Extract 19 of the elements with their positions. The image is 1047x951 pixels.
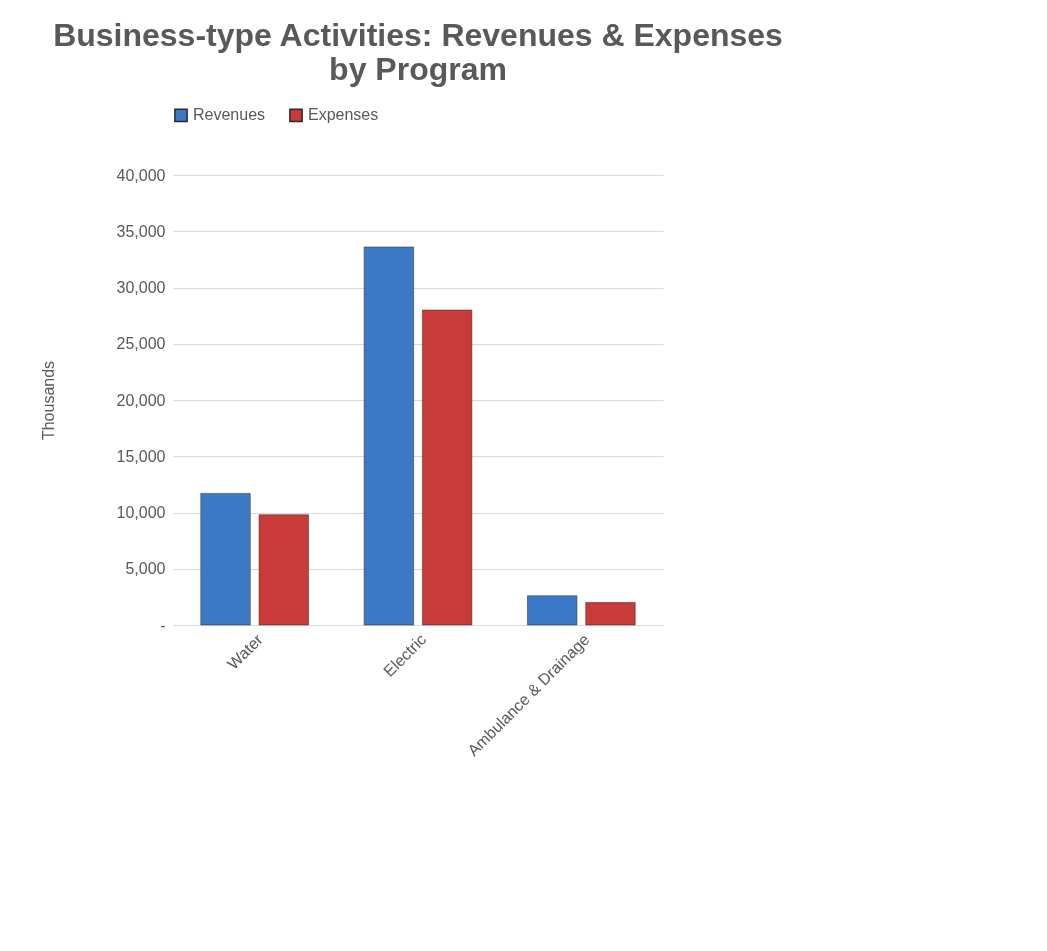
y-tick-label: 30,000 [116, 279, 166, 296]
y-tick-label: 25,000 [116, 335, 166, 353]
y-axis-title: Thousands [39, 360, 57, 441]
y-tick-label: 5,000 [125, 560, 166, 578]
y-tick-label: - [160, 616, 166, 634]
y-tick-label: 15,000 [116, 447, 166, 465]
bar [527, 595, 578, 626]
bar [422, 309, 473, 626]
y-tick-label: 20,000 [116, 391, 166, 409]
chart-title: Business-type Activities: Revenues & Expenses by Program [53, 17, 783, 87]
bar [258, 514, 309, 626]
bar [585, 602, 636, 626]
legend-label: Expenses [308, 106, 379, 124]
y-tick-label: 10,000 [116, 504, 166, 521]
y-tick-label: 40,000 [116, 166, 166, 184]
legend-label: Revenues [193, 106, 266, 124]
y-tick-label: 35,000 [116, 222, 166, 240]
bar [363, 246, 414, 626]
bar [200, 493, 251, 626]
